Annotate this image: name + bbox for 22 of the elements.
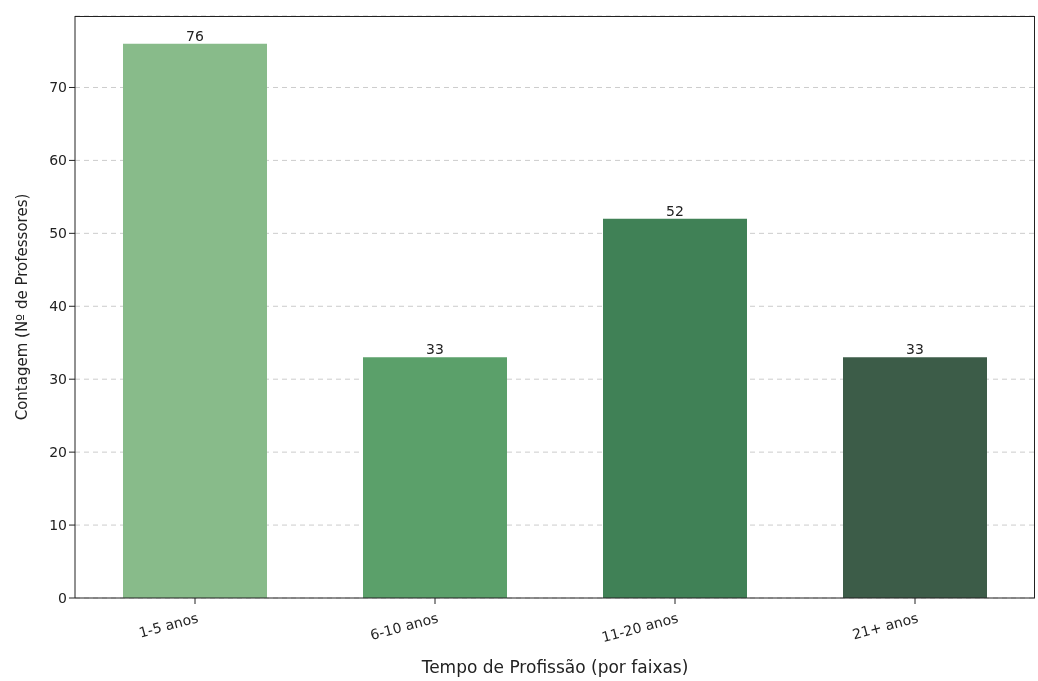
y-tick-label: 50 bbox=[49, 225, 67, 242]
data-label: 76 bbox=[186, 27, 204, 44]
y-tick-label: 60 bbox=[49, 152, 67, 169]
x-tick-label: 6-10 anos bbox=[368, 609, 440, 643]
data-label: 33 bbox=[906, 341, 924, 358]
y-tick-label: 70 bbox=[49, 79, 67, 96]
y-tick-label: 0 bbox=[58, 589, 67, 606]
x-tick-label: 21+ anos bbox=[850, 609, 920, 643]
y-tick-label: 10 bbox=[49, 517, 67, 534]
y-axis-title: Contagem (Nº de Professores) bbox=[13, 193, 32, 421]
bar bbox=[843, 357, 987, 598]
x-tick-label: 11-20 anos bbox=[599, 609, 680, 646]
x-axis-title: Tempo de Profissão (por faixas) bbox=[420, 657, 689, 677]
data-label: 52 bbox=[666, 202, 684, 219]
data-label: 33 bbox=[426, 341, 444, 358]
y-tick-label: 20 bbox=[49, 444, 67, 461]
bar bbox=[363, 357, 507, 598]
y-tick-label: 30 bbox=[49, 371, 67, 388]
x-tick-label: 1-5 anos bbox=[137, 609, 200, 641]
bar bbox=[123, 43, 267, 598]
y-tick-label: 40 bbox=[49, 298, 67, 315]
bar bbox=[603, 218, 747, 598]
